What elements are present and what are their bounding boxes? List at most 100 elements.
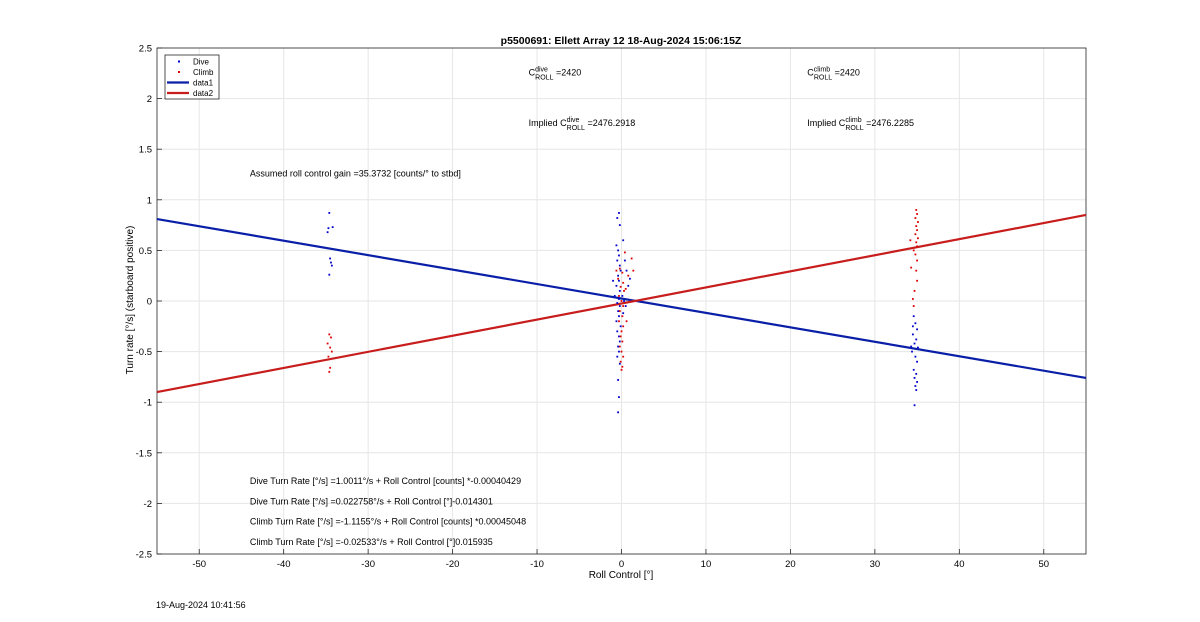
series-dive-point <box>619 325 622 328</box>
y-tick-label: -2 <box>144 499 152 510</box>
series-dive-point <box>618 362 621 365</box>
series-dive-point <box>617 274 620 277</box>
legend-marker-climb <box>178 71 180 73</box>
series-climb-point <box>913 289 916 292</box>
x-tick-label: 20 <box>785 559 796 570</box>
series-data2-fit-line <box>156 213 1087 394</box>
x-tick-label: -40 <box>277 559 291 570</box>
annotation-dive-counts: Dive Turn Rate [°/s] =1.0011°/s + Roll C… <box>250 476 521 486</box>
series-dive-point <box>915 372 918 375</box>
annotation-climb-deg: Climb Turn Rate [°/s] =-0.02533°/s + Rol… <box>250 537 493 547</box>
series-climb-point <box>915 269 918 272</box>
x-tick-label: -10 <box>530 559 544 570</box>
x-axis-label: Roll Control [°] <box>589 570 654 581</box>
y-tick-label: -1 <box>144 398 152 409</box>
series-climb-point <box>620 350 623 353</box>
series-dive-point <box>916 360 918 363</box>
series-climb-point <box>621 365 624 368</box>
series-dive-point <box>914 322 917 325</box>
series-dive-point <box>911 350 913 353</box>
series-climb-point <box>911 298 914 300</box>
series-climb-point <box>915 225 918 228</box>
series-dive-point <box>618 305 621 307</box>
annotation-c-dive: Cdive ROLL =2420 <box>529 66 582 81</box>
legend-marker-dive <box>178 60 180 63</box>
series-dive-point <box>913 404 916 407</box>
series-dive-point <box>622 312 625 315</box>
series-climb-point <box>623 251 626 254</box>
series-dive-point <box>327 227 330 230</box>
series-climb-point <box>910 266 913 269</box>
series-dive-point <box>624 305 627 307</box>
series-dive-point <box>612 279 614 282</box>
series-climb-point <box>632 269 635 272</box>
series-dive-point <box>329 257 332 260</box>
series-climb-point <box>329 366 332 369</box>
series-climb-point <box>328 333 331 336</box>
series-climb-point <box>916 279 918 282</box>
series-dive-point <box>619 269 622 272</box>
series-dive-point <box>915 338 918 341</box>
series-climb-point <box>618 345 621 348</box>
x-tick-label: 10 <box>701 559 712 570</box>
series-dive-point <box>629 277 631 280</box>
legend-label: data1 <box>193 79 214 88</box>
series-dive-point <box>913 342 916 345</box>
series-climb-point <box>914 253 917 256</box>
series-climb-point <box>618 320 620 323</box>
series-dive-point <box>617 345 620 348</box>
series-climb-point <box>622 281 625 284</box>
series-data1-fit-line <box>156 217 1087 379</box>
legend-label: Dive <box>193 58 210 67</box>
annotation-c-climb: Cclimb ROLL =2420 <box>807 66 860 81</box>
series-dive-point <box>326 231 329 234</box>
series-dive-point <box>913 377 916 379</box>
series-dive-point <box>617 249 620 252</box>
series-dive-point <box>615 320 618 323</box>
y-tick-label: 0.5 <box>139 246 152 257</box>
annotations: Cdive ROLL =2420 Cclimb ROLL =2420 Implied C… <box>250 66 914 547</box>
series-climb-point <box>330 350 333 353</box>
series-dive-point <box>615 284 618 287</box>
y-tick-label: -1.5 <box>136 448 152 459</box>
series-dive-point <box>621 295 624 297</box>
series-climb-point <box>621 271 624 274</box>
legend-label: data2 <box>193 89 214 98</box>
series-dive-point <box>623 300 625 302</box>
annotation-dive-deg: Dive Turn Rate [°/s] =0.022758°/s + Roll… <box>250 496 493 506</box>
chart-title: p5500691: Ellett Array 12 18-Aug-2024 15… <box>501 35 742 47</box>
series-dive-point <box>625 269 628 272</box>
series-dive-point <box>915 389 918 391</box>
series-dive-point <box>617 411 620 414</box>
series-dive-point <box>618 298 620 300</box>
series-climb-point <box>328 370 331 373</box>
x-tick-label: 30 <box>870 559 881 570</box>
series-dive-point <box>618 264 621 267</box>
y-tick-label: 1 <box>147 195 152 206</box>
series-dive-point <box>916 381 918 383</box>
series-dive-point <box>330 261 332 264</box>
series-dive-point <box>917 346 919 349</box>
series-climb-point <box>327 355 330 358</box>
series-climb-point <box>622 355 625 358</box>
annotation-implied-dive: Implied Cdive ROLL =2476.2918 <box>529 117 636 132</box>
series-dive-point <box>618 335 620 338</box>
series-climb-point <box>624 287 627 290</box>
series-climb-point <box>623 289 625 292</box>
series-dive-point <box>618 315 620 318</box>
series-dive-point <box>616 355 619 358</box>
series-dive-point <box>616 330 619 333</box>
annotation-climb-counts: Climb Turn Rate [°/s] =-1.1155°/s + Roll… <box>250 517 526 527</box>
footer-timestamp: 19-Aug-2024 10:41:56 <box>156 600 246 610</box>
series-climb-point <box>618 267 621 270</box>
series-dive-point <box>330 264 333 267</box>
series-climb-point <box>915 209 918 211</box>
series-dive-point <box>618 212 620 214</box>
series-climb-point <box>330 336 332 339</box>
series-climb-point <box>625 320 628 323</box>
series-climb-point <box>916 213 918 215</box>
series-dive-point <box>914 385 917 387</box>
series-dive-point <box>618 340 621 343</box>
